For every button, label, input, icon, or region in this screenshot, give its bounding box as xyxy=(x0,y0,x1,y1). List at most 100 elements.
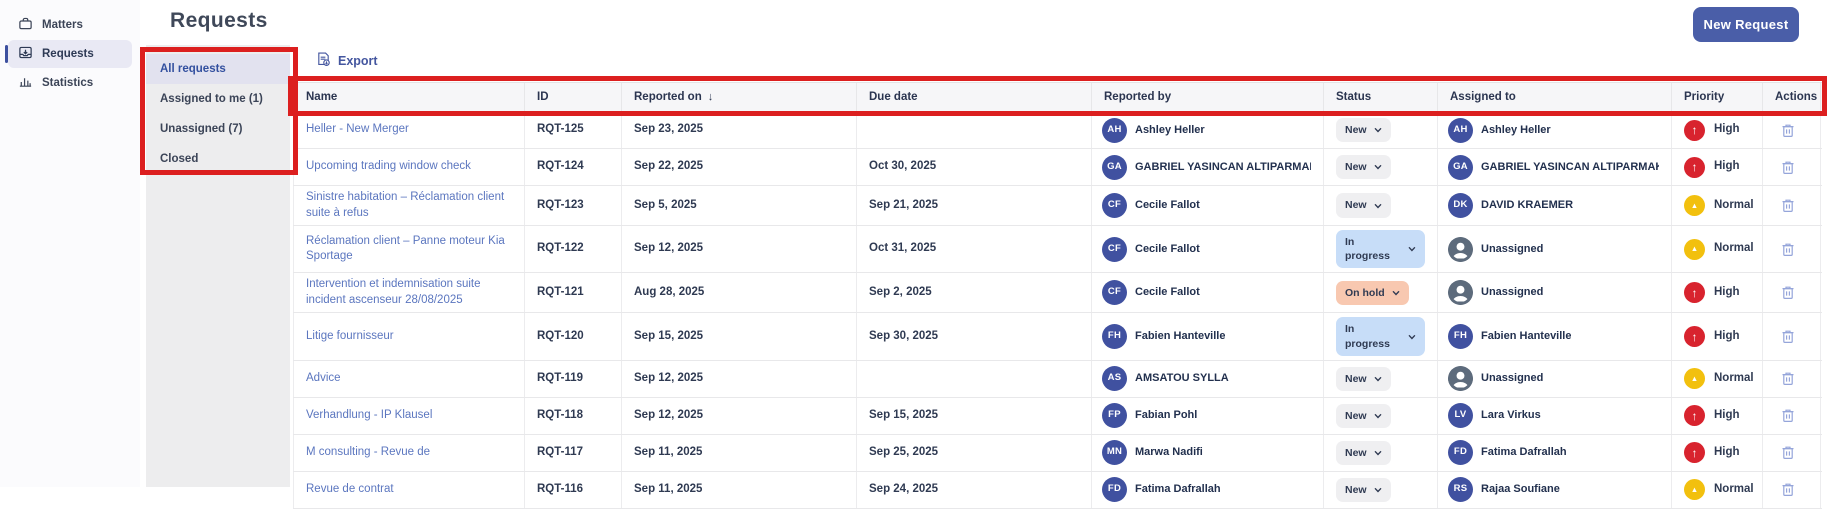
table-row[interactable]: Sinistre habitation – Réclamation client… xyxy=(293,186,1822,227)
column-header-assigned-to[interactable]: Assigned to xyxy=(1438,83,1672,111)
assigned-to-name: Unassigned xyxy=(1481,286,1544,299)
request-name-link[interactable]: Heller - New Merger xyxy=(306,123,409,136)
sidebar-item-matters[interactable]: Matters xyxy=(8,11,132,39)
reported-on-date: Sep 11, 2025 xyxy=(622,434,857,471)
table-row[interactable]: Revue de contrat RQT-116 Sep 11, 2025 Se… xyxy=(293,471,1822,509)
priority-label: High xyxy=(1714,408,1740,421)
due-date xyxy=(857,112,1092,148)
delete-request-button[interactable] xyxy=(1781,285,1795,300)
status-dropdown[interactable]: On hold xyxy=(1336,280,1409,305)
avatar: CF xyxy=(1102,236,1127,262)
reported-on-date: Sep 12, 2025 xyxy=(622,360,857,397)
request-name-link[interactable]: Revue de contrat xyxy=(306,482,394,495)
filter-item-all-requests[interactable]: All requests xyxy=(146,54,290,84)
priority-icon: ▲ xyxy=(1684,479,1705,501)
request-name-link[interactable]: Upcoming trading window check xyxy=(306,160,471,173)
delete-request-button[interactable] xyxy=(1781,329,1795,344)
request-name-link[interactable]: Réclamation client – Panne moteur Kia Sp… xyxy=(306,234,505,263)
priority-label: High xyxy=(1714,160,1740,173)
delete-request-button[interactable] xyxy=(1781,242,1795,257)
status-label: New xyxy=(1345,199,1367,212)
avatar: GA xyxy=(1448,154,1473,180)
reported-by-name: Fatima Dafrallah xyxy=(1135,483,1221,496)
filter-panel: All requests Assigned to me (1) Unassign… xyxy=(146,45,290,487)
request-id: RQT-118 xyxy=(525,397,622,434)
chevron-down-icon xyxy=(1374,164,1382,170)
status-dropdown[interactable]: New xyxy=(1336,193,1391,218)
reported-by-name: Ashley Heller xyxy=(1135,123,1205,136)
sidebar-item-label: Requests xyxy=(42,48,94,60)
table-row[interactable]: Upcoming trading window check RQT-124 Se… xyxy=(293,149,1822,186)
filter-item-unassigned[interactable]: Unassigned (7) xyxy=(160,123,243,135)
column-header-priority[interactable]: Priority xyxy=(1672,83,1763,111)
delete-request-button[interactable] xyxy=(1781,123,1795,138)
priority-icon: ↑ xyxy=(1684,442,1705,464)
request-name-link[interactable]: Advice xyxy=(306,371,341,384)
chevron-down-icon xyxy=(1408,334,1416,340)
request-name-link[interactable]: Litige fournisseur xyxy=(306,329,394,342)
status-dropdown[interactable]: New xyxy=(1336,154,1391,180)
avatar: DK xyxy=(1448,193,1473,219)
chevron-down-icon xyxy=(1374,127,1382,133)
avatar: AS xyxy=(1102,366,1127,392)
status-dropdown[interactable]: In progress xyxy=(1336,317,1425,356)
requests-table: Name ID Reported on ↓ Due date Reported … xyxy=(293,82,1822,509)
new-request-button[interactable]: New Request xyxy=(1693,7,1799,42)
column-header-due-date[interactable]: Due date xyxy=(857,83,1092,111)
bar-chart-icon xyxy=(18,74,33,92)
column-header-name[interactable]: Name xyxy=(293,83,525,111)
reported-on-date: Aug 28, 2025 xyxy=(622,273,857,313)
status-dropdown[interactable]: In progress xyxy=(1336,230,1425,269)
status-dropdown[interactable]: New xyxy=(1336,477,1391,502)
table-row[interactable]: Litige fournisseur RQT-120 Sep 15, 2025 … xyxy=(293,313,1822,361)
request-id: RQT-122 xyxy=(525,226,622,273)
status-dropdown[interactable]: New xyxy=(1336,440,1391,465)
status-label: In progress xyxy=(1345,323,1390,350)
sidebar-item-statistics[interactable]: Statistics xyxy=(8,69,132,97)
person-circle-icon xyxy=(1448,280,1473,306)
export-button[interactable]: Export xyxy=(316,51,378,70)
request-name-link[interactable]: Intervention et indemnisation suite inci… xyxy=(306,278,481,306)
avatar: FH xyxy=(1448,324,1473,350)
delete-request-button[interactable] xyxy=(1781,445,1795,460)
status-label: In progress xyxy=(1345,236,1390,263)
priority-label: Normal xyxy=(1714,198,1754,211)
status-dropdown[interactable]: New xyxy=(1336,403,1391,428)
request-name-link[interactable]: Sinistre habitation – Réclamation client… xyxy=(306,191,505,219)
delete-request-button[interactable] xyxy=(1781,408,1795,423)
avatar: LV xyxy=(1448,403,1473,429)
table-row[interactable]: Verhandlung - IP Klausel RQT-118 Sep 12,… xyxy=(293,397,1822,435)
delete-request-button[interactable] xyxy=(1781,482,1795,497)
status-dropdown[interactable]: New xyxy=(1336,366,1391,391)
table-row[interactable]: Intervention et indemnisation suite inci… xyxy=(293,273,1822,314)
column-header-id[interactable]: ID xyxy=(525,83,622,111)
priority-label: Normal xyxy=(1714,371,1754,384)
table-row[interactable]: Heller - New Merger RQT-125 Sep 23, 2025… xyxy=(293,112,1822,149)
request-id: RQT-119 xyxy=(525,360,622,397)
filter-item-assigned-to-me[interactable]: Assigned to me (1) xyxy=(160,93,263,105)
table-row[interactable]: Réclamation client – Panne moteur Kia Sp… xyxy=(293,226,1822,274)
status-label: New xyxy=(1345,409,1367,422)
column-header-reported-by[interactable]: Reported by xyxy=(1092,83,1324,111)
table-row[interactable]: Advice RQT-119 Sep 12, 2025 AS AMSATOU S… xyxy=(293,360,1822,398)
priority-icon: ▲ xyxy=(1684,368,1705,390)
delete-request-button[interactable] xyxy=(1781,371,1795,386)
column-header-status[interactable]: Status xyxy=(1324,83,1438,111)
request-id: RQT-125 xyxy=(525,112,622,148)
export-file-icon xyxy=(316,51,331,70)
reported-on-date: Sep 11, 2025 xyxy=(622,471,857,508)
column-header-reported-on[interactable]: Reported on ↓ xyxy=(622,83,857,111)
status-dropdown[interactable]: New xyxy=(1336,117,1391,143)
delete-request-button[interactable] xyxy=(1781,160,1795,175)
due-date: Sep 24, 2025 xyxy=(857,471,1092,508)
filter-item-closed[interactable]: Closed xyxy=(160,153,199,165)
avatar: RS xyxy=(1448,477,1473,503)
sidebar-item-requests[interactable]: Requests xyxy=(5,40,132,68)
table-row[interactable]: M consulting - Revue de RQT-117 Sep 11, … xyxy=(293,434,1822,472)
chevron-down-icon xyxy=(1408,247,1416,252)
request-name-link[interactable]: M consulting - Revue de xyxy=(306,445,431,458)
delete-request-button[interactable] xyxy=(1781,198,1795,213)
request-name-link[interactable]: Verhandlung - IP Klausel xyxy=(306,408,433,421)
chevron-down-icon xyxy=(1374,413,1382,419)
inbox-icon xyxy=(18,45,33,63)
